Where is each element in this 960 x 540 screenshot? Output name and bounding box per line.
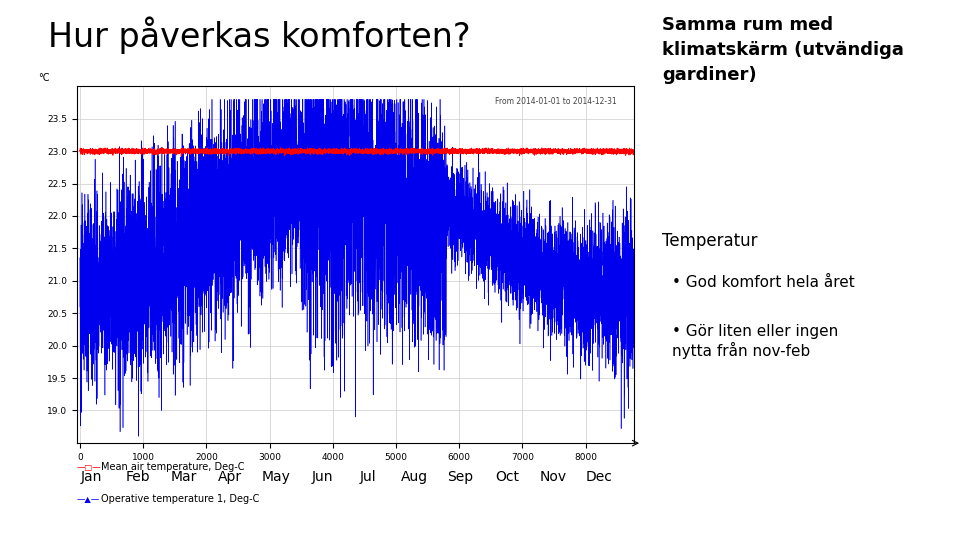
Text: —□—: —□— [77,463,102,471]
Text: Mean air temperature, Deg-C: Mean air temperature, Deg-C [101,462,244,472]
Text: From 2014-01-01 to 2014-12-31: From 2014-01-01 to 2014-12-31 [495,97,617,106]
Text: • God komfort hela året: • God komfort hela året [672,275,854,291]
Text: —▲—: —▲— [77,495,100,504]
Text: Hur påverkas komforten?: Hur påverkas komforten? [48,16,470,54]
Text: °C: °C [37,73,49,83]
Text: Operative temperature 1, Deg-C: Operative temperature 1, Deg-C [101,495,259,504]
Text: Temperatur: Temperatur [662,232,757,250]
Text: Samma rum med
klimatskärm (utvändiga
gardiner): Samma rum med klimatskärm (utvändiga gar… [662,16,904,84]
Text: • Gör liten eller ingen
nytta från nov-feb: • Gör liten eller ingen nytta från nov-f… [672,324,838,359]
